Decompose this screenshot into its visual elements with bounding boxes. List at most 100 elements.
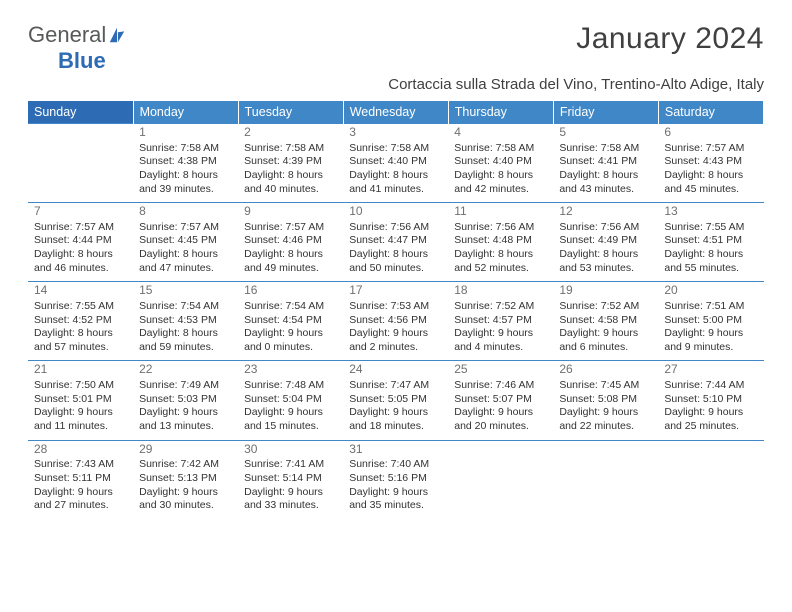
day-info-line: and 0 minutes.	[244, 341, 337, 355]
day-info-line: Sunset: 4:57 PM	[454, 314, 547, 328]
day-number: 15	[139, 283, 232, 299]
calendar-day-cell	[553, 440, 658, 519]
day-info-line: Sunrise: 7:57 AM	[34, 221, 127, 235]
day-info-line: Sunset: 4:39 PM	[244, 155, 337, 169]
calendar-day-cell: 9Sunrise: 7:57 AMSunset: 4:46 PMDaylight…	[238, 203, 343, 282]
day-info-line: and 59 minutes.	[139, 341, 232, 355]
calendar-day-cell	[28, 124, 133, 203]
day-info-line: Sunset: 5:04 PM	[244, 393, 337, 407]
calendar-day-cell: 24Sunrise: 7:47 AMSunset: 5:05 PMDayligh…	[343, 361, 448, 440]
logo-sail-icon	[108, 26, 126, 44]
day-info-line: Sunrise: 7:58 AM	[349, 142, 442, 156]
day-info-line: and 53 minutes.	[559, 262, 652, 276]
day-info-line: and 49 minutes.	[244, 262, 337, 276]
day-info-line: Daylight: 8 hours	[139, 327, 232, 341]
day-info-line: Sunrise: 7:48 AM	[244, 379, 337, 393]
day-info-line: Daylight: 9 hours	[349, 327, 442, 341]
day-info-line: and 33 minutes.	[244, 499, 337, 513]
calendar-day-cell	[658, 440, 763, 519]
calendar-week-row: 14Sunrise: 7:55 AMSunset: 4:52 PMDayligh…	[28, 282, 764, 361]
day-info-line: and 47 minutes.	[139, 262, 232, 276]
day-number: 21	[34, 362, 127, 378]
day-info-line: Daylight: 8 hours	[454, 169, 547, 183]
day-number: 27	[664, 362, 757, 378]
day-number: 9	[244, 204, 337, 220]
day-info-line: and 18 minutes.	[349, 420, 442, 434]
day-info-line: Sunset: 4:49 PM	[559, 234, 652, 248]
day-info-line: Sunrise: 7:52 AM	[454, 300, 547, 314]
day-info-line: Daylight: 8 hours	[349, 169, 442, 183]
day-number: 7	[34, 204, 127, 220]
day-info-line: and 2 minutes.	[349, 341, 442, 355]
day-info-line: and 55 minutes.	[664, 262, 757, 276]
calendar-day-cell: 2Sunrise: 7:58 AMSunset: 4:39 PMDaylight…	[238, 124, 343, 203]
day-info-line: Sunrise: 7:45 AM	[559, 379, 652, 393]
day-number: 26	[559, 362, 652, 378]
day-number: 20	[664, 283, 757, 299]
calendar-day-cell: 10Sunrise: 7:56 AMSunset: 4:47 PMDayligh…	[343, 203, 448, 282]
day-info-line: and 22 minutes.	[559, 420, 652, 434]
calendar-day-cell: 29Sunrise: 7:42 AMSunset: 5:13 PMDayligh…	[133, 440, 238, 519]
day-info-line: Sunrise: 7:46 AM	[454, 379, 547, 393]
day-header-cell: Sunday	[28, 101, 133, 124]
day-info-line: Sunrise: 7:40 AM	[349, 458, 442, 472]
calendar-week-row: 21Sunrise: 7:50 AMSunset: 5:01 PMDayligh…	[28, 361, 764, 440]
day-info-line: Sunrise: 7:49 AM	[139, 379, 232, 393]
day-info-line: Sunset: 5:10 PM	[664, 393, 757, 407]
calendar-day-cell: 1Sunrise: 7:58 AMSunset: 4:38 PMDaylight…	[133, 124, 238, 203]
day-info-line: Daylight: 8 hours	[559, 169, 652, 183]
day-number: 6	[664, 125, 757, 141]
day-info-line: Sunset: 4:40 PM	[454, 155, 547, 169]
day-info-line: and 41 minutes.	[349, 183, 442, 197]
day-info-line: Daylight: 9 hours	[664, 406, 757, 420]
day-info-line: Sunrise: 7:52 AM	[559, 300, 652, 314]
day-info-line: and 35 minutes.	[349, 499, 442, 513]
day-info-line: Daylight: 9 hours	[664, 327, 757, 341]
day-info-line: and 42 minutes.	[454, 183, 547, 197]
day-info-line: Sunset: 5:14 PM	[244, 472, 337, 486]
day-info-line: Sunrise: 7:53 AM	[349, 300, 442, 314]
day-number: 24	[349, 362, 442, 378]
day-info-line: Sunrise: 7:43 AM	[34, 458, 127, 472]
day-info-line: Sunrise: 7:51 AM	[664, 300, 757, 314]
day-number: 2	[244, 125, 337, 141]
day-info-line: Sunrise: 7:55 AM	[664, 221, 757, 235]
calendar-day-cell: 28Sunrise: 7:43 AMSunset: 5:11 PMDayligh…	[28, 440, 133, 519]
day-info-line: Daylight: 8 hours	[664, 169, 757, 183]
day-info-line: Sunset: 4:53 PM	[139, 314, 232, 328]
day-info-line: Sunrise: 7:58 AM	[454, 142, 547, 156]
calendar-day-cell: 14Sunrise: 7:55 AMSunset: 4:52 PMDayligh…	[28, 282, 133, 361]
day-info-line: and 46 minutes.	[34, 262, 127, 276]
day-info-line: Sunset: 5:16 PM	[349, 472, 442, 486]
day-header-cell: Friday	[553, 101, 658, 124]
day-info-line: Sunrise: 7:44 AM	[664, 379, 757, 393]
calendar-day-cell: 7Sunrise: 7:57 AMSunset: 4:44 PMDaylight…	[28, 203, 133, 282]
day-info-line: and 50 minutes.	[349, 262, 442, 276]
day-header-cell: Saturday	[658, 101, 763, 124]
calendar-day-cell: 6Sunrise: 7:57 AMSunset: 4:43 PMDaylight…	[658, 124, 763, 203]
day-info-line: Sunrise: 7:54 AM	[244, 300, 337, 314]
day-info-line: Daylight: 9 hours	[244, 486, 337, 500]
day-info-line: Daylight: 8 hours	[139, 169, 232, 183]
calendar-day-cell: 3Sunrise: 7:58 AMSunset: 4:40 PMDaylight…	[343, 124, 448, 203]
day-info-line: and 39 minutes.	[139, 183, 232, 197]
day-number: 13	[664, 204, 757, 220]
day-info-line: Daylight: 8 hours	[349, 248, 442, 262]
day-info-line: and 52 minutes.	[454, 262, 547, 276]
day-info-line: Daylight: 9 hours	[454, 327, 547, 341]
logo-word-general: General	[28, 22, 106, 48]
calendar-day-cell: 20Sunrise: 7:51 AMSunset: 5:00 PMDayligh…	[658, 282, 763, 361]
calendar-week-row: 28Sunrise: 7:43 AMSunset: 5:11 PMDayligh…	[28, 440, 764, 519]
day-header-cell: Wednesday	[343, 101, 448, 124]
day-number: 11	[454, 204, 547, 220]
day-info-line: Sunset: 4:54 PM	[244, 314, 337, 328]
day-info-line: Sunrise: 7:58 AM	[244, 142, 337, 156]
day-number: 5	[559, 125, 652, 141]
day-info-line: Daylight: 9 hours	[244, 406, 337, 420]
location-subtitle: Cortaccia sulla Strada del Vino, Trentin…	[28, 76, 764, 93]
day-info-line: Daylight: 8 hours	[34, 327, 127, 341]
day-info-line: Sunset: 4:56 PM	[349, 314, 442, 328]
day-info-line: and 11 minutes.	[34, 420, 127, 434]
day-info-line: and 43 minutes.	[559, 183, 652, 197]
day-info-line: Sunset: 4:47 PM	[349, 234, 442, 248]
